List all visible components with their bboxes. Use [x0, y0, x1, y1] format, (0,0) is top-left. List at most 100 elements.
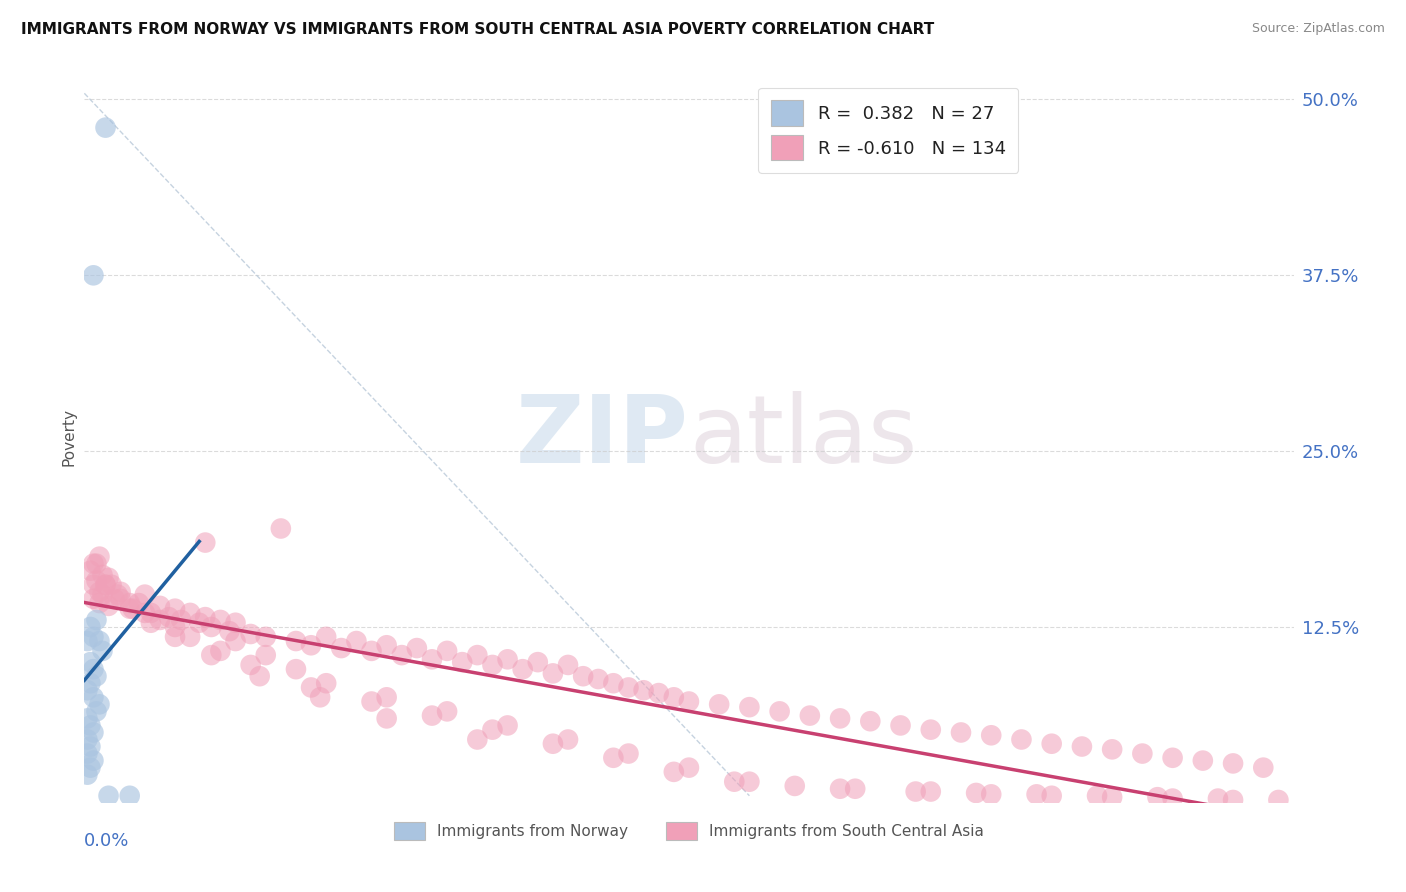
Point — [97, 571, 120, 585]
Point — [557, 657, 579, 672]
Point — [859, 714, 882, 729]
Point — [481, 723, 503, 737]
Point — [360, 694, 382, 708]
Y-axis label: Poverty: Poverty — [60, 408, 76, 467]
Point — [980, 788, 1002, 802]
Point — [239, 657, 262, 672]
Point — [1040, 737, 1063, 751]
Point — [82, 754, 104, 768]
Point — [76, 634, 98, 648]
Point — [662, 690, 685, 705]
Point — [194, 610, 217, 624]
Point — [1011, 732, 1033, 747]
Point — [79, 620, 101, 634]
Point — [94, 578, 117, 592]
Point — [723, 774, 745, 789]
Text: Source: ZipAtlas.com: Source: ZipAtlas.com — [1251, 22, 1385, 36]
Point — [1161, 791, 1184, 805]
Point — [375, 690, 398, 705]
Point — [920, 723, 942, 737]
Point — [709, 698, 731, 712]
Point — [572, 669, 595, 683]
Point — [97, 789, 120, 803]
Point — [91, 568, 114, 582]
Point — [200, 648, 222, 662]
Point — [97, 599, 120, 613]
Point — [375, 638, 398, 652]
Point — [165, 630, 187, 644]
Point — [467, 648, 489, 662]
Point — [86, 557, 108, 571]
Point — [79, 676, 101, 690]
Point — [82, 591, 104, 606]
Point — [512, 662, 534, 676]
Point — [194, 535, 217, 549]
Point — [200, 620, 222, 634]
Point — [830, 711, 852, 725]
Point — [633, 683, 655, 698]
Point — [86, 669, 108, 683]
Point — [346, 634, 368, 648]
Point — [920, 784, 942, 798]
Point — [225, 615, 247, 630]
Point — [89, 596, 111, 610]
Point — [557, 732, 579, 747]
Point — [91, 588, 114, 602]
Point — [86, 574, 108, 588]
Point — [617, 747, 640, 761]
Point — [239, 627, 262, 641]
Point — [738, 774, 761, 789]
Point — [218, 624, 240, 639]
Point — [285, 662, 308, 676]
Point — [496, 718, 519, 732]
Point — [79, 761, 101, 775]
Point — [299, 638, 322, 652]
Point — [1146, 790, 1168, 805]
Point — [128, 596, 150, 610]
Point — [157, 610, 180, 624]
Point — [89, 698, 111, 712]
Point — [451, 655, 474, 669]
Point — [82, 578, 104, 592]
Point — [1130, 747, 1153, 761]
Point — [541, 666, 564, 681]
Point — [121, 601, 143, 615]
Point — [107, 588, 129, 602]
Point — [391, 648, 413, 662]
Point — [527, 655, 550, 669]
Point — [830, 781, 852, 796]
Point — [86, 705, 108, 719]
Point — [89, 634, 111, 648]
Point — [209, 613, 232, 627]
Point — [769, 705, 792, 719]
Point — [648, 686, 671, 700]
Point — [94, 578, 117, 592]
Point — [188, 615, 211, 630]
Point — [76, 711, 98, 725]
Point — [285, 634, 308, 648]
Point — [94, 120, 117, 135]
Point — [1101, 742, 1123, 756]
Point — [89, 584, 111, 599]
Point — [541, 737, 564, 751]
Point — [91, 644, 114, 658]
Point — [79, 739, 101, 754]
Point — [588, 672, 610, 686]
Point — [249, 669, 271, 683]
Point — [299, 681, 322, 695]
Point — [225, 634, 247, 648]
Point — [110, 584, 132, 599]
Point — [1222, 793, 1244, 807]
Point — [1253, 761, 1275, 775]
Point — [149, 599, 172, 613]
Point — [76, 732, 98, 747]
Point — [315, 676, 337, 690]
Point — [738, 700, 761, 714]
Point — [86, 613, 108, 627]
Point — [76, 683, 98, 698]
Point — [436, 644, 458, 658]
Point — [406, 641, 429, 656]
Point — [118, 596, 141, 610]
Point — [89, 549, 111, 564]
Point — [82, 630, 104, 644]
